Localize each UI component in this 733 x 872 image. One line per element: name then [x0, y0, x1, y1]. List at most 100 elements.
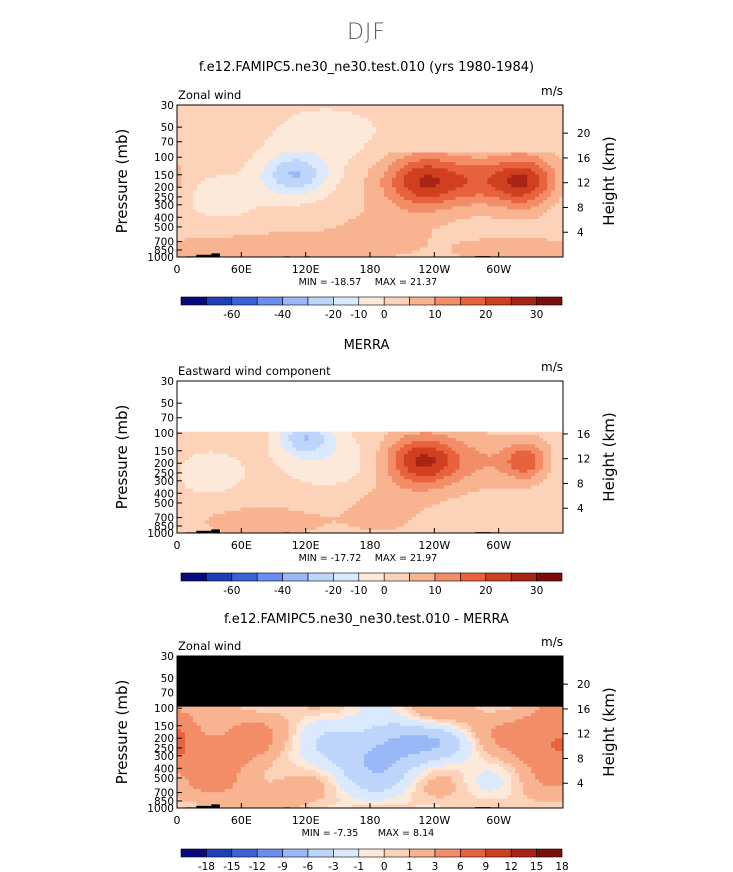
- heat-cell: [200, 165, 206, 169]
- heat-cell: [423, 219, 429, 223]
- heat-cell: [308, 203, 313, 207]
- heat-cell: [328, 162, 333, 166]
- heat-cell: [423, 124, 429, 128]
- heat-cell: [336, 133, 341, 138]
- heat-cell: [236, 117, 242, 122]
- heat-cell: [188, 124, 194, 128]
- heat-cell: [288, 247, 293, 252]
- heat-cell: [332, 200, 337, 204]
- y-tick-label: 30: [161, 100, 174, 112]
- heat-cell: [547, 111, 552, 116]
- heat-cell: [431, 149, 437, 154]
- heat-cell: [535, 139, 540, 144]
- heat-cell: [483, 247, 488, 252]
- heat-cell: [487, 241, 492, 245]
- heat-cell: [180, 120, 186, 125]
- heat-cell: [467, 127, 473, 131]
- heat-cell: [411, 184, 417, 188]
- heat-cell: [399, 108, 405, 112]
- heat-cell: [551, 155, 556, 160]
- heat-cell: [415, 165, 421, 169]
- heat-cell: [200, 143, 206, 147]
- heat-cell: [527, 231, 532, 236]
- heat-cell: [431, 139, 437, 144]
- heat-cell: [204, 215, 210, 220]
- heat-cell: [439, 196, 445, 201]
- heat-cell: [312, 206, 317, 211]
- heat-cell: [224, 212, 230, 217]
- heat-cell: [463, 212, 469, 217]
- heat-cell: [495, 168, 500, 173]
- heat-cell: [368, 247, 373, 252]
- heat-cell: [192, 250, 198, 255]
- heat-cell: [177, 165, 182, 169]
- heat-cell: [268, 111, 274, 116]
- heat-cell: [415, 177, 421, 182]
- heat-cell: [435, 247, 441, 252]
- heat-cell: [443, 168, 449, 173]
- heat-cell: [212, 133, 218, 138]
- heat-cell: [252, 203, 258, 207]
- heat-cell: [459, 244, 465, 249]
- heat-cell: [403, 174, 409, 179]
- heat-cell: [479, 190, 485, 195]
- heat-cell: [212, 181, 218, 185]
- heat-cell: [531, 247, 536, 252]
- heat-cell: [411, 228, 417, 233]
- heat-cell: [360, 130, 365, 135]
- heat-cell: [467, 234, 473, 239]
- heat-cell: [360, 149, 365, 154]
- heat-cell: [375, 143, 381, 147]
- heat-cell: [248, 117, 254, 122]
- heat-cell: [471, 108, 477, 112]
- heat-cell: [236, 133, 242, 138]
- heat-cell: [463, 244, 469, 249]
- heat-cell: [356, 219, 361, 223]
- heat-cell: [316, 158, 321, 163]
- heat-cell: [399, 384, 405, 388]
- heat-cell: [403, 124, 409, 128]
- heat-cell: [368, 196, 373, 201]
- heat-cell: [260, 241, 266, 245]
- heat-cell: [403, 225, 409, 230]
- heat-cell: [491, 114, 496, 119]
- heat-cell: [240, 124, 246, 128]
- heat-cell: [395, 139, 401, 144]
- heat-cell: [535, 212, 540, 217]
- heat-cell: [264, 108, 270, 112]
- heat-cell: [256, 143, 262, 147]
- heat-cell: [300, 174, 305, 179]
- heat-cell: [308, 212, 313, 217]
- heat-cell: [391, 171, 397, 176]
- heat-cell: [519, 209, 524, 214]
- heat-cell: [507, 177, 512, 182]
- heat-cell: [192, 196, 198, 201]
- heat-cell: [447, 162, 453, 166]
- heat-cell: [336, 225, 341, 230]
- heat-cell: [192, 387, 198, 392]
- heat-cell: [180, 196, 186, 201]
- heat-cell: [200, 168, 206, 173]
- heat-cell: [272, 187, 278, 192]
- heat-cell: [551, 127, 556, 131]
- heat-cell: [364, 174, 369, 179]
- heat-cell: [204, 181, 210, 185]
- heat-cell: [180, 177, 186, 182]
- heat-cell: [312, 384, 317, 388]
- heat-cell: [383, 244, 389, 249]
- heat-cell: [316, 222, 321, 226]
- heat-cell: [268, 244, 274, 249]
- heat-cell: [268, 241, 274, 245]
- heat-cell: [527, 124, 532, 128]
- heat-cell: [523, 133, 528, 138]
- heat-cell: [220, 139, 226, 144]
- heat-cell: [391, 225, 397, 230]
- heat-cell: [519, 225, 524, 230]
- heat-cell: [324, 384, 329, 388]
- heat-cell: [415, 152, 421, 157]
- heat-cell: [300, 165, 305, 169]
- heat-cell: [356, 253, 361, 257]
- heat-cell: [304, 209, 309, 214]
- heat-cell: [423, 203, 429, 207]
- heat-cell: [431, 231, 437, 236]
